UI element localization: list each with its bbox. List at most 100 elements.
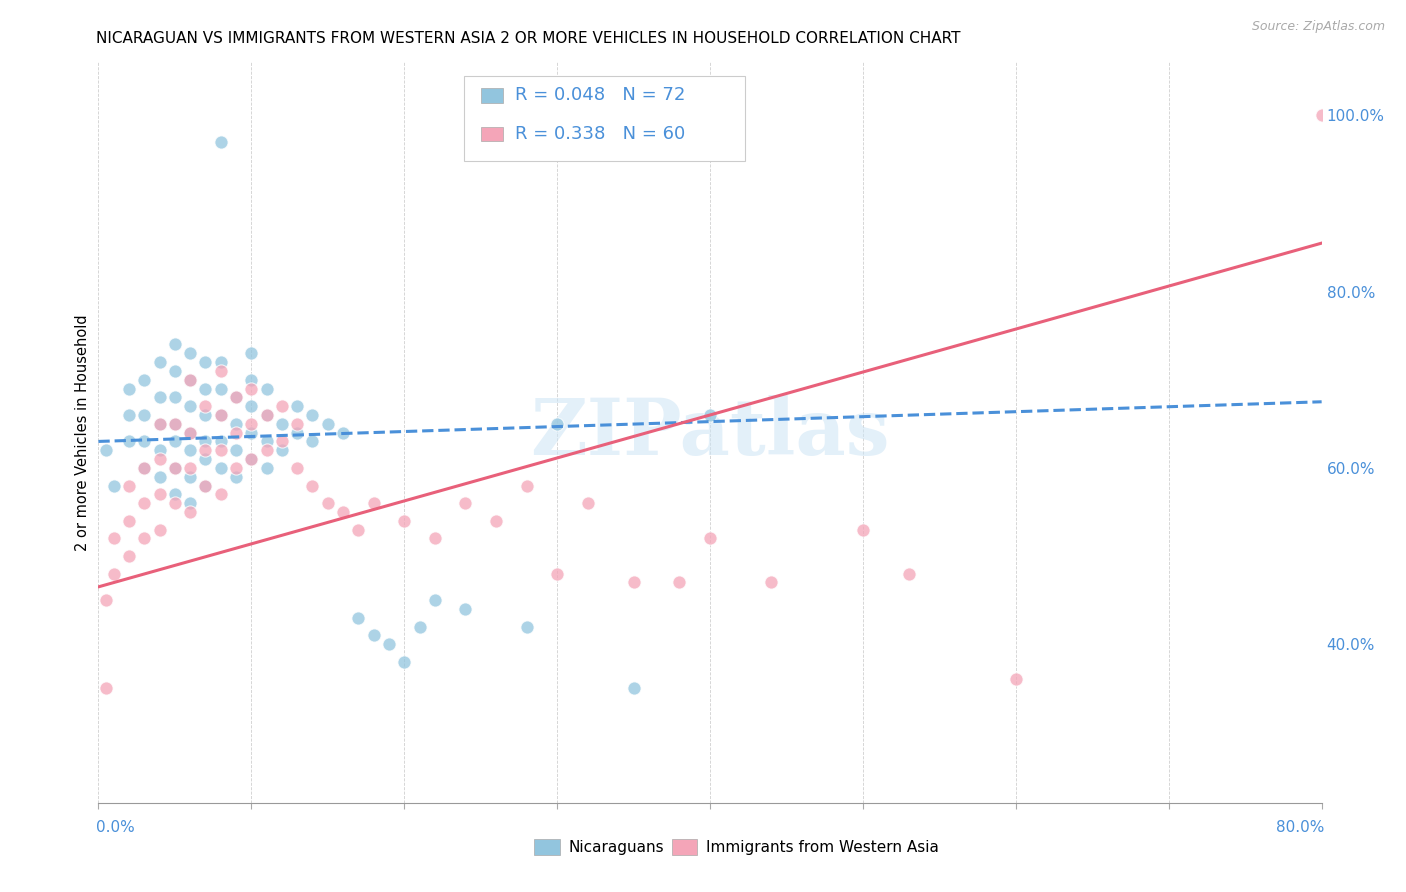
Point	[179, 425, 201, 440]
Point	[194, 382, 217, 396]
Point	[225, 417, 247, 431]
Point	[240, 452, 263, 467]
Point	[209, 408, 232, 422]
Point	[103, 566, 125, 581]
Point	[668, 575, 690, 590]
Point	[423, 532, 446, 546]
Point	[225, 390, 247, 404]
Point	[118, 434, 141, 449]
Point	[194, 478, 217, 492]
Point	[209, 408, 232, 422]
Point	[256, 382, 278, 396]
Point	[134, 408, 156, 422]
Point	[285, 461, 308, 475]
Point	[163, 337, 186, 351]
Point	[163, 364, 186, 378]
Point	[103, 478, 125, 492]
Point	[225, 425, 247, 440]
Point	[179, 373, 201, 387]
Point	[103, 532, 125, 546]
Text: ZIPatlas: ZIPatlas	[530, 394, 890, 471]
Point	[423, 593, 446, 607]
Point	[270, 417, 292, 431]
Point	[134, 461, 156, 475]
Point	[149, 390, 172, 404]
Point	[179, 505, 201, 519]
Point	[852, 523, 875, 537]
Point	[118, 478, 141, 492]
Point	[134, 532, 156, 546]
Point	[363, 496, 385, 510]
Point	[285, 399, 308, 413]
Point	[378, 637, 401, 651]
Point	[194, 399, 217, 413]
Point	[516, 478, 538, 492]
Point	[256, 461, 278, 475]
Point	[699, 408, 721, 422]
Point	[163, 496, 186, 510]
Point	[134, 434, 156, 449]
Point	[347, 610, 370, 624]
Point	[163, 461, 186, 475]
Point	[240, 399, 263, 413]
Point	[194, 452, 217, 467]
Point	[408, 619, 430, 633]
Point	[163, 390, 186, 404]
Point	[301, 408, 323, 422]
Point	[209, 355, 232, 369]
Point	[209, 434, 232, 449]
Text: NICARAGUAN VS IMMIGRANTS FROM WESTERN ASIA 2 OR MORE VEHICLES IN HOUSEHOLD CORRE: NICARAGUAN VS IMMIGRANTS FROM WESTERN AS…	[96, 31, 960, 46]
Point	[149, 523, 172, 537]
Text: 0.0%: 0.0%	[96, 821, 135, 835]
Point	[270, 434, 292, 449]
Point	[194, 434, 217, 449]
Point	[209, 443, 232, 458]
Point	[225, 461, 247, 475]
Y-axis label: 2 or more Vehicles in Household: 2 or more Vehicles in Household	[75, 314, 90, 551]
Point	[118, 408, 141, 422]
Text: R = 0.338   N = 60: R = 0.338 N = 60	[515, 125, 685, 143]
Point	[285, 417, 308, 431]
Point	[332, 425, 354, 440]
Point	[194, 478, 217, 492]
Point	[134, 461, 156, 475]
Point	[209, 364, 232, 378]
Point	[179, 346, 201, 360]
Point	[1310, 108, 1333, 122]
Point	[118, 382, 141, 396]
Point	[285, 425, 308, 440]
Point	[209, 487, 232, 501]
Point	[194, 443, 217, 458]
Point	[240, 346, 263, 360]
Point	[897, 566, 920, 581]
Point	[546, 417, 568, 431]
Point	[209, 135, 232, 149]
Point	[1004, 673, 1026, 687]
Point	[149, 452, 172, 467]
Point	[623, 681, 645, 696]
Point	[240, 425, 263, 440]
Point	[225, 390, 247, 404]
Point	[270, 399, 292, 413]
Point	[134, 373, 156, 387]
Point	[316, 417, 339, 431]
Point	[759, 575, 782, 590]
Point	[179, 425, 201, 440]
Point	[179, 469, 201, 483]
Point	[163, 417, 186, 431]
Point	[134, 496, 156, 510]
Point	[179, 373, 201, 387]
Point	[149, 487, 172, 501]
Point	[149, 469, 172, 483]
Point	[118, 514, 141, 528]
Point	[347, 523, 370, 537]
Point	[363, 628, 385, 642]
Point	[240, 373, 263, 387]
Point	[94, 443, 117, 458]
Point	[163, 434, 186, 449]
Point	[301, 434, 323, 449]
Point	[256, 408, 278, 422]
Text: Immigrants from Western Asia: Immigrants from Western Asia	[706, 840, 939, 855]
Point	[316, 496, 339, 510]
Point	[179, 496, 201, 510]
